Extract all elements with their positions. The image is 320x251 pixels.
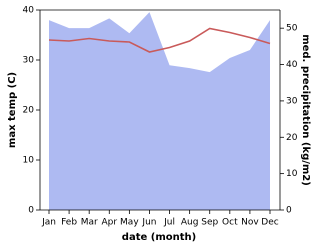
y-tick-label: 30 [23,56,35,66]
y-tick-label: 10 [23,156,35,166]
precipitation-area [49,12,270,210]
x-tick-label: Oct [222,218,238,228]
y2-tick-label: 10 [286,169,298,179]
y2-tick-label: 30 [286,96,298,106]
x-axis-label: date (month) [122,232,196,243]
x-tick-label: Dec [261,218,278,228]
y-axis-label: max temp (C) [7,72,18,148]
y-tick-label: 40 [23,6,35,16]
x-tick-label: Feb [61,218,77,228]
x-tick-label: Nov [241,218,259,228]
y-tick-label: 20 [23,106,35,116]
x-tick-label: Sep [201,218,218,228]
x-tick-label: Mar [81,218,98,228]
x-tick-label: Jun [141,218,156,228]
y2-tick-label: 20 [286,133,298,143]
x-tick-label: Jul [163,218,175,228]
x-tick-label: May [120,218,139,228]
y2-axis-label: med. precipitation (kg/m2) [300,34,311,186]
y-tick-label: 0 [28,206,34,216]
x-tick-label: Jan [41,218,56,228]
y2-tick-label: 40 [286,60,298,70]
y2-tick-label: 0 [286,206,292,216]
temp-line [48,27,271,53]
chart: date (month) max temp (C) med. precipita… [7,6,311,244]
x-tick-label: Aug [181,218,199,228]
y2-tick-label: 50 [286,24,298,34]
x-tick-label: Apr [101,218,117,228]
